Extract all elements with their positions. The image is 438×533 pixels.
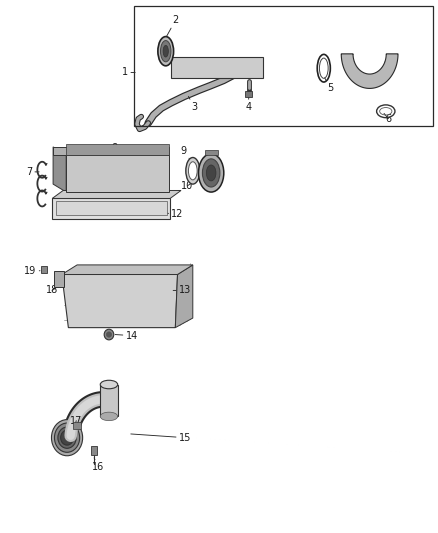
Ellipse shape bbox=[206, 165, 216, 181]
Bar bbox=[73, 422, 81, 429]
Bar bbox=[56, 200, 166, 215]
Bar bbox=[91, 446, 97, 455]
Text: 11: 11 bbox=[202, 181, 214, 191]
Bar bbox=[245, 91, 252, 98]
Polygon shape bbox=[52, 190, 181, 198]
Ellipse shape bbox=[158, 37, 173, 66]
Bar bbox=[100, 384, 118, 416]
Ellipse shape bbox=[52, 419, 83, 456]
Text: 18: 18 bbox=[46, 286, 59, 295]
Text: 19: 19 bbox=[24, 266, 40, 276]
Text: 1: 1 bbox=[122, 68, 135, 77]
Bar bbox=[54, 271, 64, 287]
Bar bbox=[66, 144, 169, 155]
Ellipse shape bbox=[160, 41, 171, 62]
Text: 17: 17 bbox=[70, 416, 82, 426]
Ellipse shape bbox=[198, 154, 224, 192]
Ellipse shape bbox=[58, 427, 76, 448]
Text: 12: 12 bbox=[149, 209, 184, 220]
Text: 4: 4 bbox=[246, 96, 252, 112]
Text: 6: 6 bbox=[384, 114, 392, 124]
Polygon shape bbox=[53, 147, 169, 155]
Text: 16: 16 bbox=[92, 458, 105, 472]
Bar bbox=[205, 150, 218, 155]
Polygon shape bbox=[175, 265, 193, 328]
Polygon shape bbox=[341, 54, 398, 88]
Text: 8: 8 bbox=[110, 143, 117, 155]
Ellipse shape bbox=[60, 430, 74, 445]
Text: 9: 9 bbox=[180, 146, 189, 159]
Ellipse shape bbox=[106, 332, 112, 337]
Bar bbox=[41, 266, 46, 273]
Text: 7: 7 bbox=[26, 167, 39, 177]
Bar bbox=[52, 198, 170, 219]
Text: 5: 5 bbox=[325, 78, 334, 93]
Polygon shape bbox=[62, 274, 177, 328]
Polygon shape bbox=[53, 147, 66, 192]
Polygon shape bbox=[62, 265, 193, 274]
Text: 13: 13 bbox=[173, 286, 191, 295]
Text: 14: 14 bbox=[115, 330, 138, 341]
Text: 10: 10 bbox=[181, 181, 194, 191]
Ellipse shape bbox=[186, 158, 200, 184]
Text: 3: 3 bbox=[188, 96, 197, 112]
Text: 15: 15 bbox=[131, 433, 191, 443]
Polygon shape bbox=[171, 56, 263, 78]
Ellipse shape bbox=[188, 162, 197, 180]
Ellipse shape bbox=[100, 380, 118, 389]
Bar bbox=[134, 6, 433, 126]
Text: 2: 2 bbox=[166, 15, 178, 38]
Bar bbox=[66, 155, 169, 192]
Ellipse shape bbox=[104, 329, 114, 340]
Ellipse shape bbox=[202, 159, 220, 187]
Ellipse shape bbox=[54, 423, 80, 453]
Ellipse shape bbox=[100, 412, 118, 421]
Ellipse shape bbox=[163, 45, 168, 57]
